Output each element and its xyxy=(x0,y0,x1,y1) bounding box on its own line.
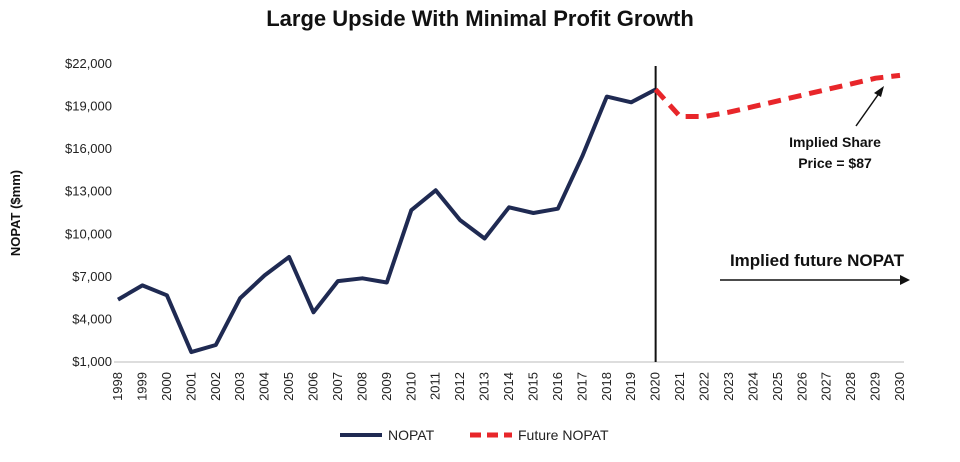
y-tick-label: $22,000 xyxy=(65,56,112,71)
x-tick-label: 2009 xyxy=(379,372,394,401)
x-tick-label: 2026 xyxy=(794,372,809,401)
x-tick-label: 2018 xyxy=(599,372,614,401)
share-price-annotation-line1: Implied Share xyxy=(789,134,881,150)
share-price-arrow-line xyxy=(855,91,881,127)
x-tick-label: 2019 xyxy=(623,372,638,401)
future-nopat-label: Implied future NOPAT xyxy=(730,251,905,270)
legend-label: Future NOPAT xyxy=(518,427,609,443)
x-tick-label: 2015 xyxy=(525,372,540,401)
x-tick-label: 2003 xyxy=(232,372,247,401)
x-tick-label: 2023 xyxy=(721,372,736,401)
x-tick-label: 2022 xyxy=(697,372,712,401)
x-tick-label: 2025 xyxy=(770,372,785,401)
share-price-arrowhead xyxy=(874,86,884,97)
x-tick-label: 2004 xyxy=(257,372,272,401)
x-tick-label: 2006 xyxy=(306,372,321,401)
y-tick-label: $1,000 xyxy=(72,354,112,369)
x-tick-label: 2030 xyxy=(892,372,907,401)
series-line-nopat xyxy=(116,87,657,355)
y-axis-label: NOPAT ($mm) xyxy=(8,170,23,256)
x-tick-label: 2005 xyxy=(281,372,296,401)
x-tick-label: 2028 xyxy=(843,372,858,401)
y-tick-label: $19,000 xyxy=(65,99,112,114)
x-tick-label: 2012 xyxy=(452,372,467,401)
x-tick-label: 2020 xyxy=(648,372,663,401)
share-price-annotation-line2: Price = $87 xyxy=(798,155,872,171)
x-tick-label: 2008 xyxy=(354,372,369,401)
x-tick-label: 2011 xyxy=(428,372,443,400)
x-tick-label: 2017 xyxy=(574,372,589,401)
chart-title: Large Upside With Minimal Profit Growth xyxy=(266,6,694,31)
x-tick-label: 1999 xyxy=(134,372,149,401)
future-nopat-arrowhead xyxy=(900,275,910,285)
x-tick-label: 2013 xyxy=(477,372,492,401)
x-tick-label: 2002 xyxy=(208,372,223,401)
x-tick-label: 2021 xyxy=(672,372,687,401)
series-line-future-nopat xyxy=(653,72,901,119)
x-tick-label: 2010 xyxy=(403,372,418,401)
legend-label: NOPAT xyxy=(388,427,435,443)
x-tick-label: 2014 xyxy=(501,372,516,401)
y-tick-label: $10,000 xyxy=(65,226,112,241)
x-tick-label: 2000 xyxy=(159,372,174,401)
y-tick-label: $16,000 xyxy=(65,141,112,156)
y-tick-label: $7,000 xyxy=(72,269,112,284)
x-tick-label: 1998 xyxy=(110,372,125,401)
x-tick-label: 2029 xyxy=(868,372,883,401)
x-tick-label: 2027 xyxy=(819,372,834,401)
y-tick-label: $4,000 xyxy=(72,311,112,326)
x-tick-label: 2024 xyxy=(745,372,760,401)
y-tick-label: $13,000 xyxy=(65,184,112,199)
x-tick-label: 2001 xyxy=(183,372,198,401)
x-tick-label: 2007 xyxy=(330,372,345,401)
x-tick-label: 2016 xyxy=(550,372,565,401)
